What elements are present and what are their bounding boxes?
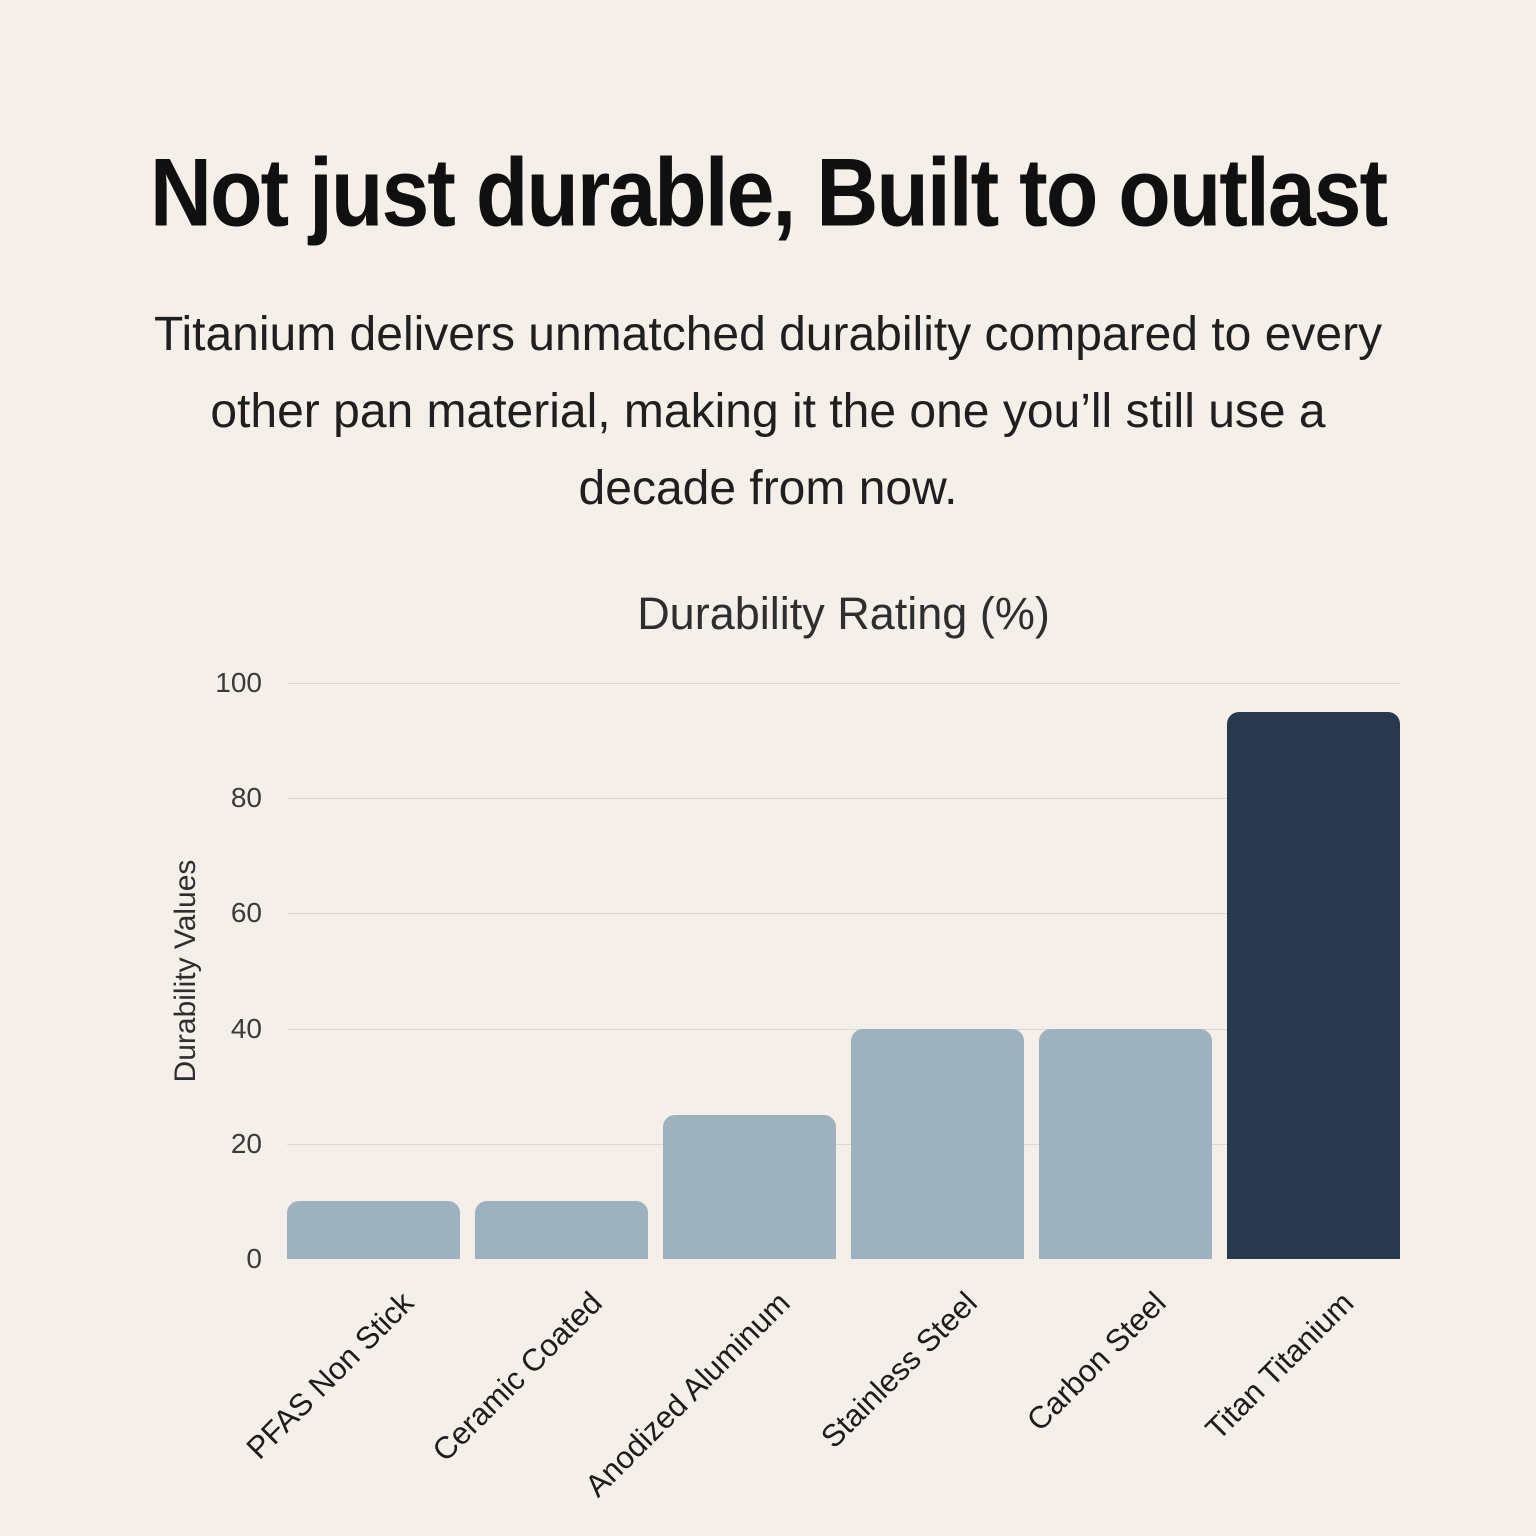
page-subtitle-line: decade from now. <box>578 462 958 515</box>
gridline-100 <box>287 683 1400 684</box>
bar-stainless-steel <box>851 1028 1024 1259</box>
plot-area <box>287 683 1400 1259</box>
y-tick-0: 0 <box>246 1243 262 1274</box>
chart-title: Durability Rating (%) <box>637 588 1050 639</box>
x-tick-ceramic-coated: Ceramic Coated <box>425 1285 609 1469</box>
x-tick-titan-titanium: Titan Titanium <box>1198 1285 1361 1447</box>
bar-pfas-non-stick <box>287 1201 460 1259</box>
y-tick-60: 60 <box>230 897 262 929</box>
gridline-60 <box>287 913 1400 915</box>
y-tick-40: 40 <box>230 1012 262 1044</box>
x-tick-pfas-non-stick: PFAS Non Stick <box>239 1285 421 1466</box>
gridline-80 <box>287 798 1400 800</box>
page-subtitle: Titanium delivers unmatched durability c… <box>78 296 1458 527</box>
page-subtitle-line: other pan material, making it the one yo… <box>210 385 1326 438</box>
y-tick-100: 100 <box>215 667 262 698</box>
page-subtitle-line: Titanium delivers unmatched durability c… <box>153 308 1383 361</box>
bar-titan-titanium <box>1227 711 1400 1259</box>
gridline-20 <box>287 1143 1400 1145</box>
y-axis-title: Durability Values <box>169 859 202 1083</box>
gridline-40 <box>287 1028 1400 1030</box>
x-tick-stainless-steel: Stainless Steel <box>814 1285 985 1455</box>
y-tick-20: 20 <box>230 1127 262 1159</box>
bar-ceramic-coated <box>475 1201 648 1259</box>
page-title: Not just durable, Built to outlast <box>149 139 1388 247</box>
x-tick-anodized-aluminum: Anodized Aluminum <box>577 1285 797 1504</box>
x-tick-carbon-steel: Carbon Steel <box>1019 1285 1173 1438</box>
bar-anodized-aluminum <box>663 1115 836 1259</box>
y-tick-80: 80 <box>230 782 262 814</box>
bar-carbon-steel <box>1039 1028 1212 1259</box>
